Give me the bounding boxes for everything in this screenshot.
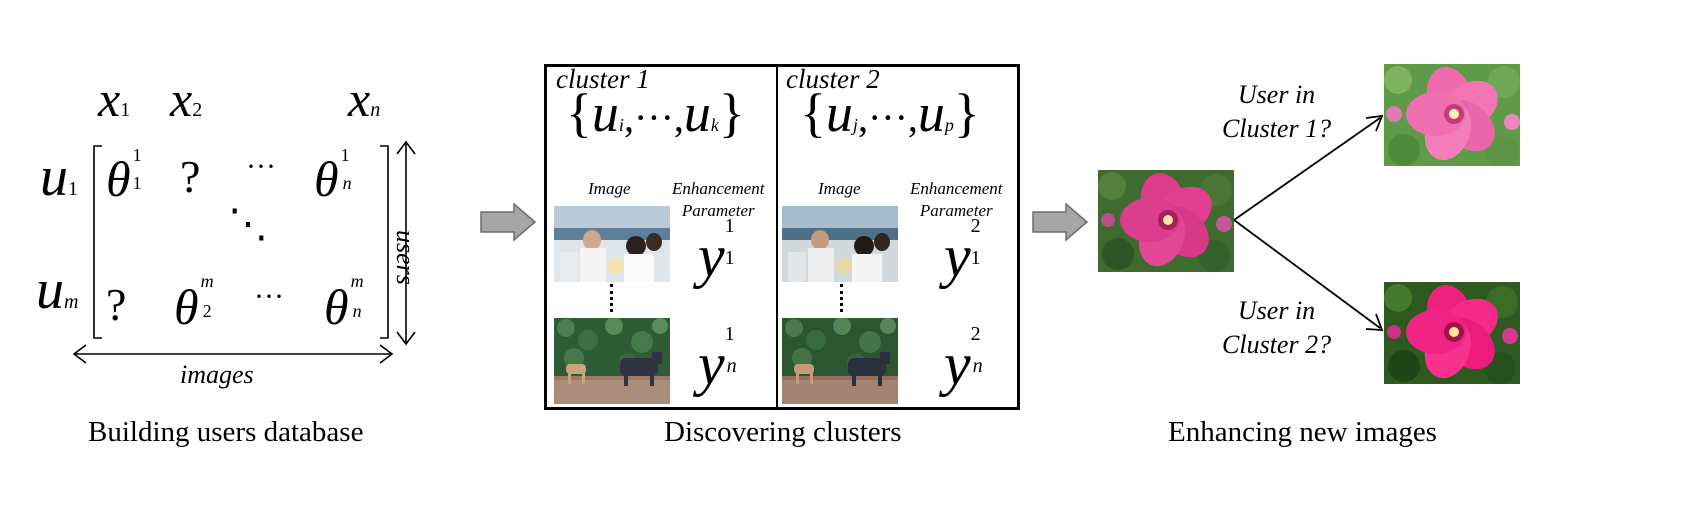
output-flower-photo-cluster-1 (1384, 64, 1520, 166)
question-cluster-2: User in Cluster 2? (1222, 296, 1332, 359)
images-axis-label: images (180, 360, 254, 389)
col-header-xn: xn (348, 71, 381, 127)
cell-unknown-1: ? (180, 151, 201, 202)
row-header-u1: u1 (40, 146, 78, 208)
clusters-box (544, 64, 1020, 410)
flow-arrow-2 (1032, 202, 1089, 242)
users-axis-label: users (391, 230, 420, 285)
cluster-2-vertical-dots (840, 284, 843, 312)
branch-arrows (1233, 114, 1384, 331)
cell-diagonal-dots: ⋱ (228, 201, 268, 246)
cell-ellipsis-m: ··· (254, 280, 284, 313)
cluster-1-param-header: Enhancement Parameter (672, 179, 765, 220)
col-header-x1: x1 (98, 71, 131, 127)
col-header-x2: x2 (170, 71, 203, 127)
output-flower-photo-cluster-2 (1384, 282, 1520, 384)
input-flower-photo (1098, 170, 1234, 272)
cluster-1-title: cluster 1 (556, 64, 650, 94)
cluster-2-photo-bottom (782, 318, 898, 404)
cell-ellipsis-1: ··· (246, 150, 276, 183)
cluster-2-title: cluster 2 (786, 64, 880, 94)
cluster-2-member-set: {uj,···,up} (800, 83, 980, 143)
cluster-2-photo-top (782, 206, 898, 282)
cluster-1-vertical-dots (610, 284, 613, 312)
cluster-1-image-header: Image (588, 179, 631, 198)
matrix-brackets (72, 140, 416, 364)
question-cluster-1: User in Cluster 1? (1222, 80, 1332, 143)
row-header-um: um (36, 259, 79, 321)
clusters-divider (776, 64, 778, 410)
cluster-1-photo-bottom (554, 318, 670, 404)
cluster-1-member-set: {ui,···,uk} (566, 83, 745, 143)
caption-enhancing-images: Enhancing new images (1168, 416, 1437, 448)
caption-discovering-clusters: Discovering clusters (664, 416, 902, 448)
cluster-1-photo-top (554, 206, 670, 282)
cluster-2-image-header: Image (818, 179, 861, 198)
flow-arrow-1 (480, 202, 537, 242)
cluster-2-param-header: Enhancement Parameter (910, 179, 1003, 220)
caption-building-database: Building users database (88, 416, 364, 448)
cell-unknown-m: ? (106, 279, 127, 330)
